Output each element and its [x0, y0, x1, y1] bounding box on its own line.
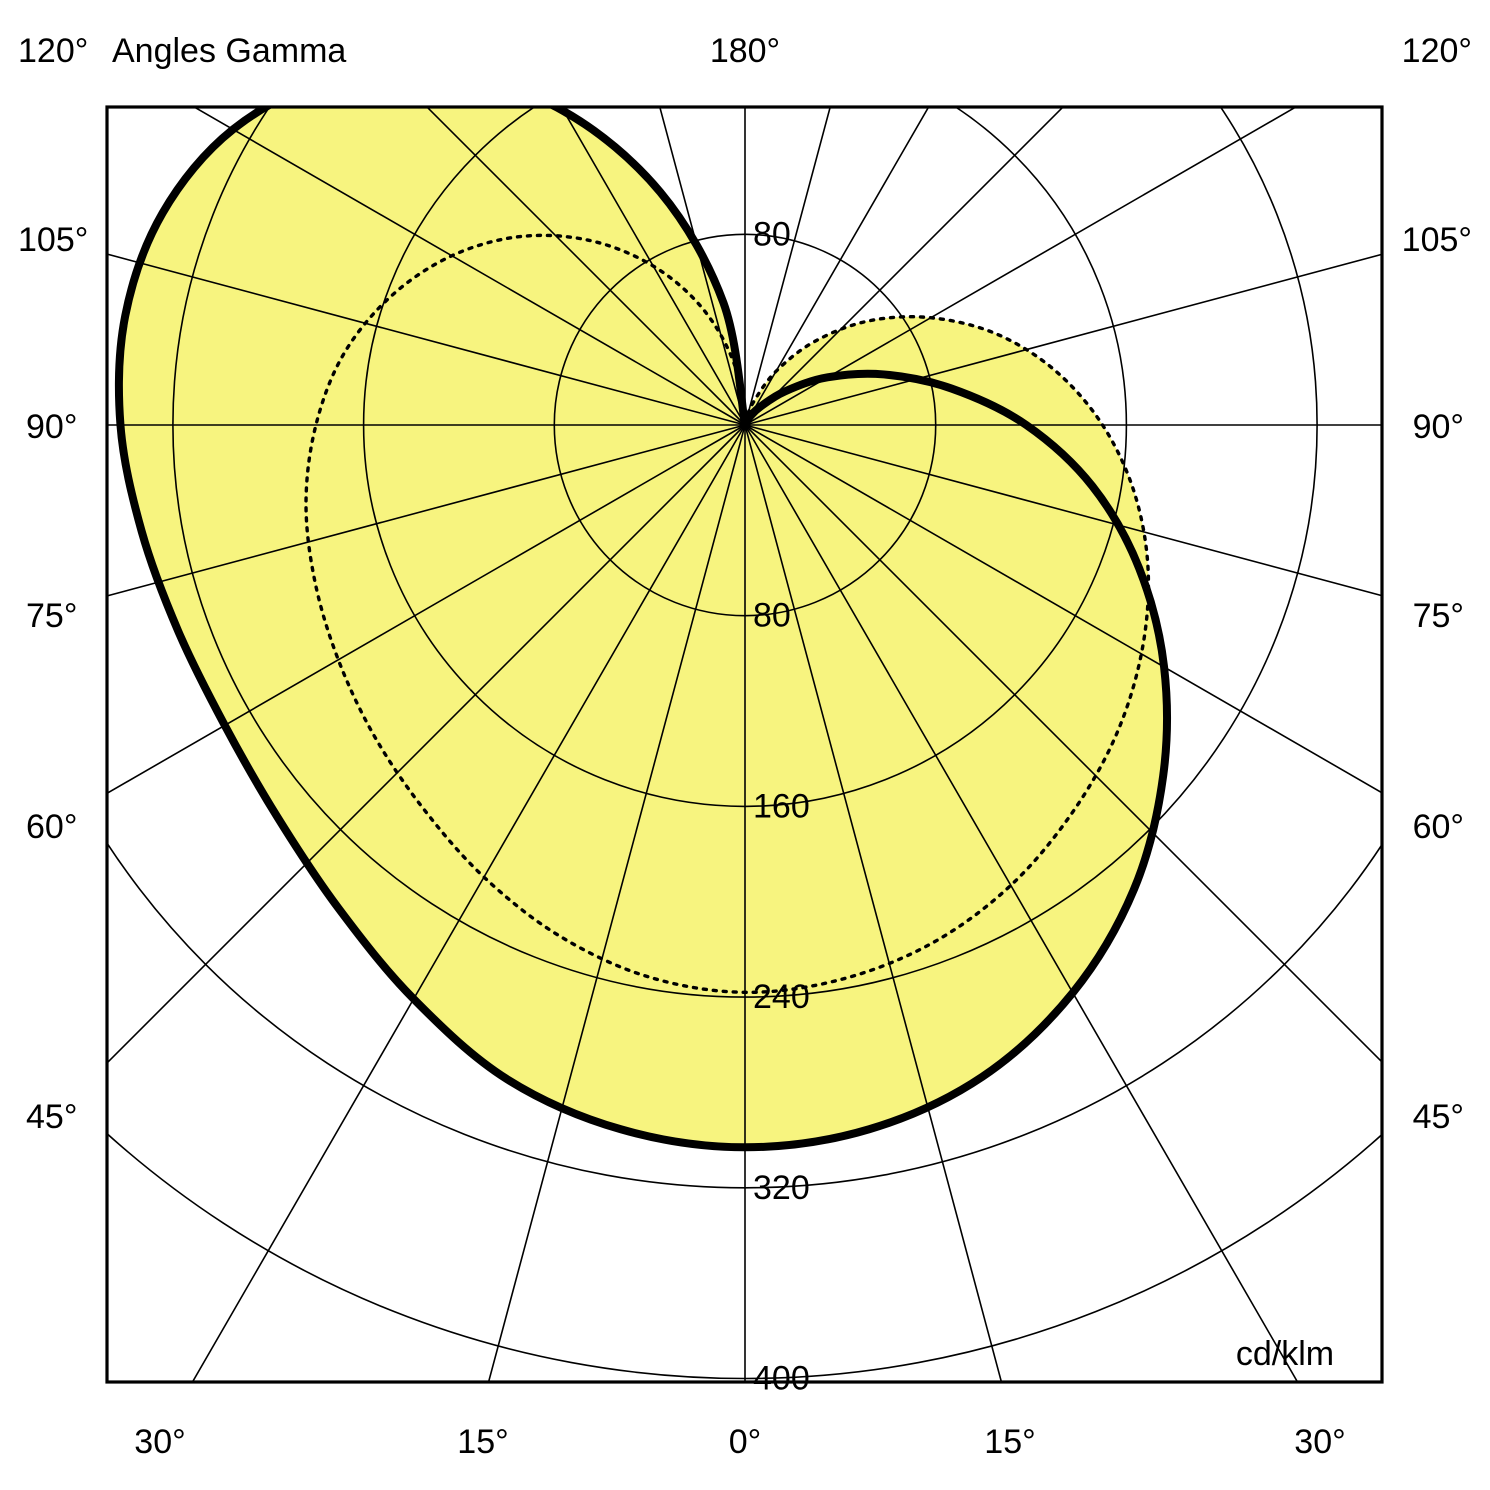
- radial-tick-label-320: 320: [753, 1169, 810, 1207]
- plot-frame: [105, 105, 1384, 1384]
- angle-label-left-45: 45°: [26, 1098, 78, 1136]
- radial-tick-label-400: 400: [753, 1360, 810, 1398]
- angle-label-right-60: 60°: [1412, 808, 1464, 846]
- radial-tick-label-80: 80: [753, 597, 791, 635]
- angle-label-bottom-30-right: 30°: [1294, 1423, 1346, 1461]
- angle-label-left-105: 105°: [18, 221, 89, 259]
- angle-label-right-75: 75°: [1412, 597, 1464, 635]
- angle-label-right-105: 105°: [1401, 221, 1472, 259]
- angle-label-bottom-15-left: 15°: [457, 1423, 509, 1461]
- angle-label-right-120: 120°: [1401, 32, 1472, 70]
- angle-label-left-60: 60°: [26, 808, 78, 846]
- angle-label-left-90: 90°: [26, 408, 78, 446]
- radial-tick-label-80-up: 80: [753, 215, 791, 253]
- angle-label-right-45: 45°: [1412, 1098, 1464, 1136]
- distribution-curves: [114, 107, 1171, 1152]
- angle-label-bottom-30-left: 30°: [134, 1423, 186, 1461]
- angle-label-bottom-0: 0°: [728, 1423, 762, 1461]
- distribution-fill-region: [118, 107, 1167, 1148]
- angle-label-left-75: 75°: [26, 597, 78, 635]
- angle-label-top-180: 180°: [709, 32, 781, 70]
- chart-title: Angles Gamma: [112, 32, 347, 70]
- angle-label-left-120: 120°: [18, 32, 89, 70]
- radial-tick-labels: 80 80 160 240 320 400: [753, 215, 810, 1397]
- units-label: cd/klm: [1236, 1335, 1334, 1373]
- radial-tick-label-160: 160: [753, 787, 810, 825]
- radial-tick-label-240: 240: [753, 978, 810, 1016]
- angle-label-right-90: 90°: [1412, 408, 1464, 446]
- angle-label-bottom-15-right: 15°: [984, 1423, 1036, 1461]
